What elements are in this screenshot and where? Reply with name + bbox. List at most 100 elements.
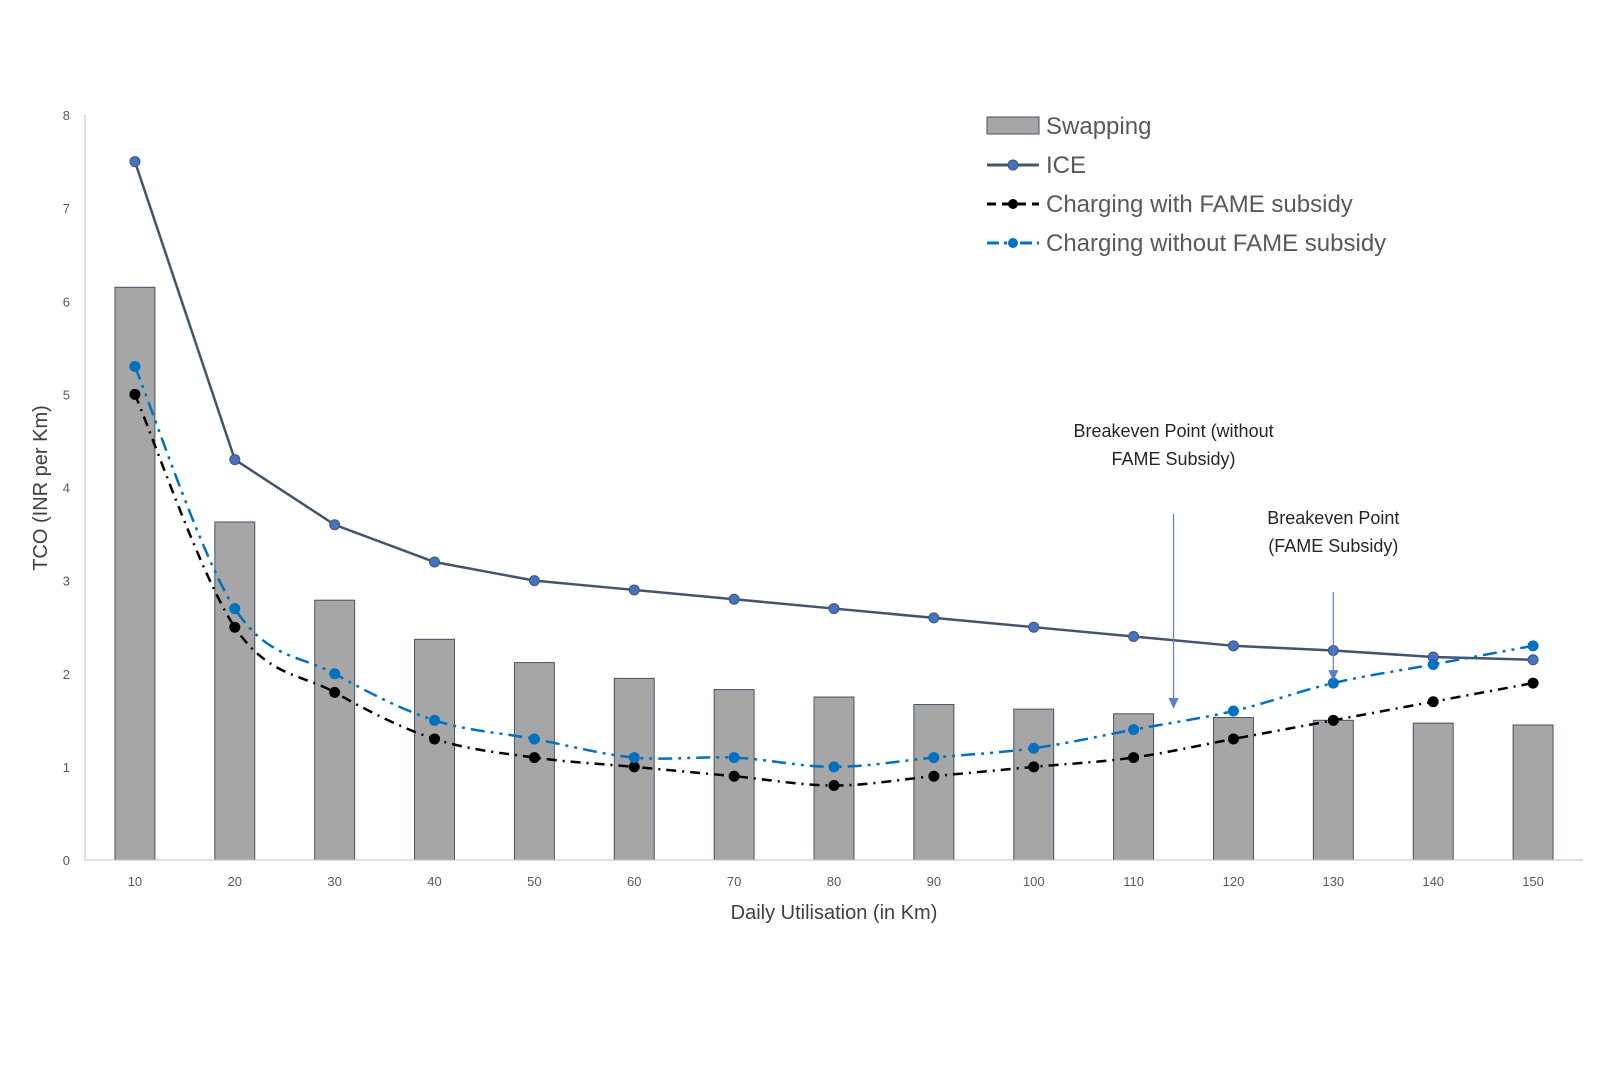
- x-tick-label: 10: [128, 874, 142, 889]
- point-charging-without-fame-subsidy: [1527, 640, 1539, 652]
- point-charging-without-fame-subsidy: [1427, 658, 1439, 670]
- bar-swapping: [913, 703, 955, 861]
- y-axis-title: TCO (INR per Km): [30, 405, 52, 571]
- point-ice: [728, 593, 740, 605]
- bar-swapping: [1113, 713, 1155, 861]
- x-tick-label: 90: [927, 874, 941, 889]
- point-charging-with-fame-subsidy: [1028, 761, 1040, 773]
- bar-swapping: [1013, 708, 1055, 861]
- legend-label-charging-without-fame: Charging without FAME subsidy: [1046, 230, 1386, 257]
- point-charging-with-fame-subsidy: [229, 621, 241, 633]
- y-tick-label: 6: [63, 294, 70, 309]
- point-charging-with-fame-subsidy: [129, 388, 141, 400]
- bar-swapping: [414, 638, 456, 861]
- legend-marker-charging-with-fame: [1008, 199, 1018, 209]
- y-tick-label: 5: [63, 387, 70, 402]
- legend-marker-ice: [1007, 159, 1019, 171]
- y-tick-labels: 0 1 2 3 4 5 6 7 8: [63, 108, 70, 868]
- point-ice: [429, 556, 441, 568]
- point-charging-with-fame-subsidy: [528, 752, 540, 764]
- point-charging-with-fame-subsidy: [429, 733, 441, 745]
- point-charging-without-fame-subsidy: [1028, 742, 1040, 754]
- point-charging-with-fame-subsidy: [1327, 714, 1339, 726]
- legend-marker-charging-without-fame: [1008, 238, 1018, 248]
- point-ice: [1028, 621, 1040, 633]
- x-tick-label: 30: [327, 874, 341, 889]
- annotations: Breakeven Point (without FAME Subsidy) Bre…: [1073, 421, 1399, 709]
- y-tick-label: 3: [63, 574, 70, 589]
- line-charging-without-fame-subsidy: [133, 365, 1534, 769]
- y-tick-label: 8: [63, 108, 70, 123]
- x-tick-label: 60: [627, 874, 641, 889]
- line-charging-with-fame-subsidy: [133, 393, 1534, 787]
- swapping-bars: [114, 286, 1554, 861]
- point-ice: [1128, 631, 1140, 642]
- x-tick-label: 110: [1123, 874, 1144, 889]
- y-tick-label: 0: [63, 853, 70, 868]
- y-tick-label: 2: [63, 667, 70, 682]
- point-charging-without-fame-subsidy: [429, 714, 441, 726]
- legend: Swapping ICE Charging with FAME subsidy …: [986, 113, 1386, 257]
- point-charging-with-fame-subsidy: [728, 770, 740, 782]
- bar-swapping: [214, 521, 256, 861]
- point-charging-with-fame-subsidy: [1227, 733, 1239, 745]
- point-charging-without-fame-subsidy: [528, 733, 540, 745]
- point-charging-with-fame-subsidy: [628, 761, 640, 773]
- point-charging-with-fame-subsidy: [329, 686, 341, 698]
- series-lines: [129, 156, 1539, 791]
- point-ice: [528, 575, 540, 587]
- x-axis-title: Daily Utilisation (in Km): [731, 902, 938, 924]
- x-tick-label: 40: [427, 874, 441, 889]
- bar-swapping: [1512, 724, 1554, 861]
- point-charging-without-fame-subsidy: [628, 752, 640, 764]
- legend-label-swapping: Swapping: [1046, 113, 1151, 140]
- point-charging-without-fame-subsidy: [329, 668, 341, 680]
- point-charging-with-fame-subsidy: [828, 780, 840, 791]
- point-charging-with-fame-subsidy: [1527, 677, 1539, 689]
- x-tick-label: 130: [1322, 874, 1344, 889]
- x-tick-label: 50: [527, 874, 541, 889]
- y-tick-label: 4: [63, 481, 70, 496]
- legend-swatch-swapping: [986, 116, 1040, 135]
- annotation-label: (FAME Subsidy): [1268, 536, 1398, 556]
- x-tick-label: 70: [727, 874, 741, 889]
- x-tick-label: 150: [1522, 874, 1544, 889]
- x-tick-label: 120: [1223, 874, 1245, 889]
- point-ice: [229, 454, 241, 466]
- point-ice: [129, 156, 141, 168]
- point-ice: [1527, 654, 1539, 666]
- point-ice: [329, 519, 341, 531]
- point-ice: [628, 584, 640, 596]
- legend-label-charging-with-fame: Charging with FAME subsidy: [1046, 191, 1353, 218]
- point-charging-with-fame-subsidy: [928, 770, 940, 782]
- point-ice: [1227, 640, 1239, 652]
- point-charging-without-fame-subsidy: [928, 752, 940, 764]
- point-charging-without-fame-subsidy: [229, 603, 241, 615]
- x-tick-label: 20: [228, 874, 242, 889]
- point-ice: [928, 612, 940, 624]
- y-tick-label: 7: [63, 201, 70, 216]
- bar-swapping: [813, 696, 855, 861]
- bar-swapping: [114, 286, 156, 861]
- point-charging-without-fame-subsidy: [129, 360, 141, 372]
- y-tick-label: 1: [63, 760, 70, 775]
- bar-swapping: [314, 599, 356, 861]
- point-ice: [828, 603, 840, 615]
- point-charging-without-fame-subsidy: [1128, 724, 1140, 736]
- point-charging-without-fame-subsidy: [1227, 705, 1239, 717]
- annotation-arrow-head: [1168, 698, 1179, 709]
- point-charging-with-fame-subsidy: [1128, 752, 1140, 764]
- annotation-label: Breakeven Point (without: [1073, 421, 1273, 441]
- bar-swapping: [1412, 722, 1454, 861]
- x-tick-label: 80: [827, 874, 841, 889]
- annotation-label: FAME Subsidy): [1112, 449, 1236, 469]
- point-charging-without-fame-subsidy: [828, 761, 840, 773]
- point-charging-without-fame-subsidy: [728, 752, 740, 764]
- x-tick-labels: 10 20 30 40 50 60 70 80 90 100 110 120 130 140 150: [128, 874, 1544, 889]
- legend-label-ice: ICE: [1046, 152, 1086, 179]
- x-tick-label: 140: [1422, 874, 1444, 889]
- x-tick-label: 100: [1023, 874, 1045, 889]
- axes: [84, 115, 1583, 861]
- point-charging-with-fame-subsidy: [1427, 696, 1439, 708]
